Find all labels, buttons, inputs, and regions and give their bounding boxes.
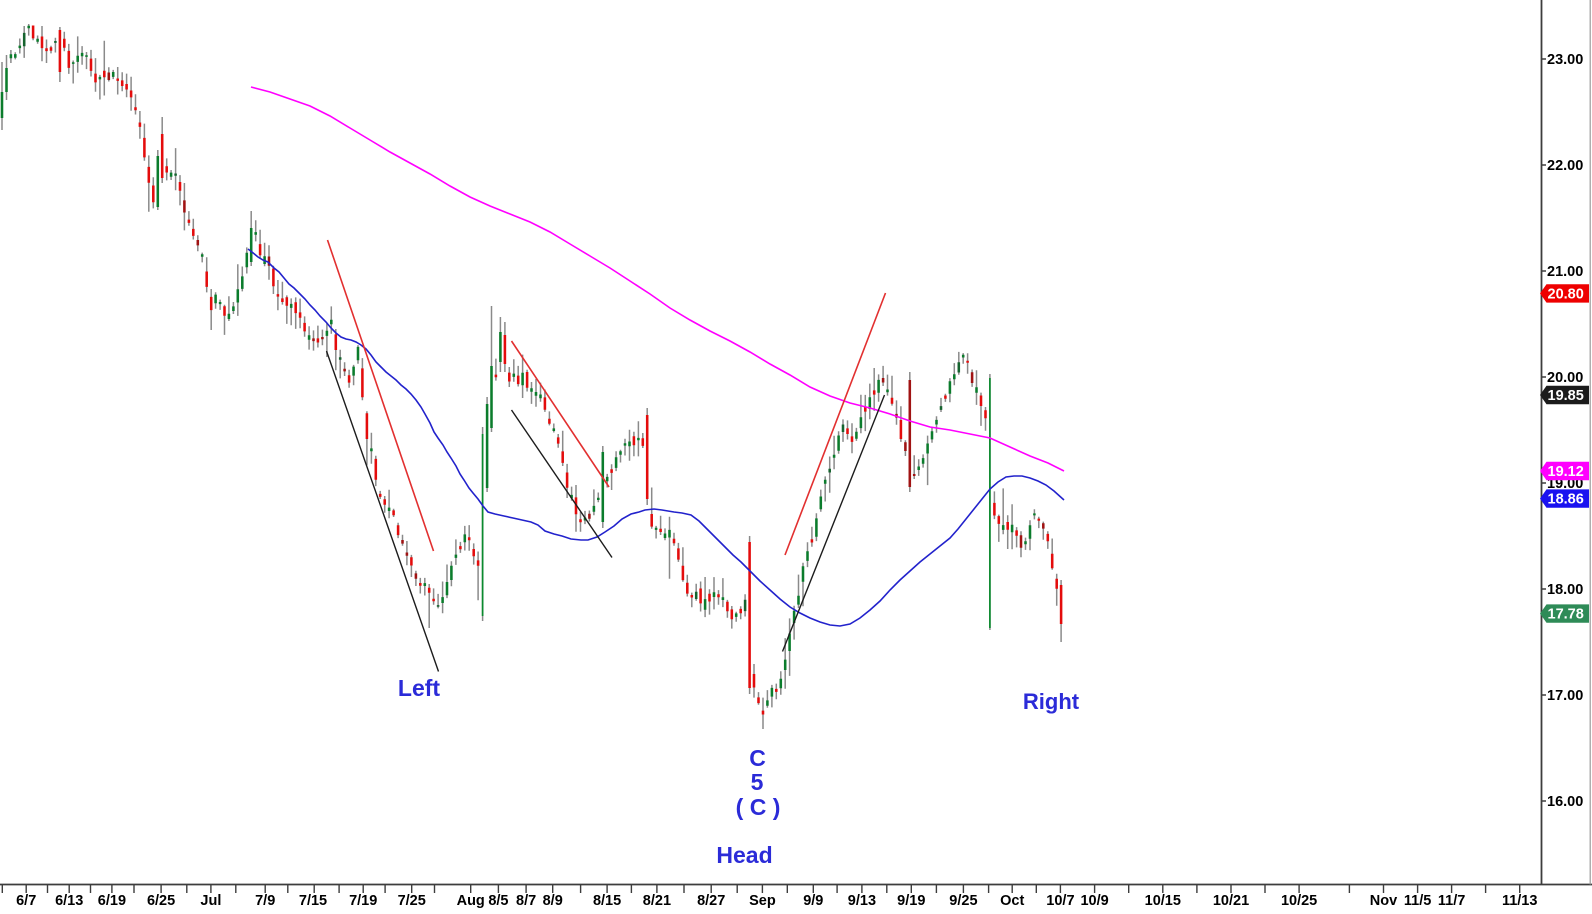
svg-text:Aug: Aug [457,893,485,909]
svg-text:10/9: 10/9 [1080,893,1108,909]
svg-text:8/5: 8/5 [488,893,508,909]
svg-text:7/25: 7/25 [398,893,426,909]
svg-text:Left: Left [398,675,441,701]
svg-text:9/19: 9/19 [897,893,925,909]
svg-text:8/9: 8/9 [543,893,563,909]
svg-text:6/19: 6/19 [98,893,126,909]
svg-text:8/15: 8/15 [593,893,621,909]
svg-text:6/13: 6/13 [55,893,83,909]
svg-text:10/15: 10/15 [1145,893,1181,909]
svg-text:10/21: 10/21 [1213,893,1249,909]
svg-text:7/9: 7/9 [255,893,275,909]
svg-text:Nov: Nov [1370,893,1397,909]
svg-text:8/27: 8/27 [697,893,725,909]
svg-text:18.86: 18.86 [1548,492,1584,508]
svg-text:20.00: 20.00 [1547,370,1583,386]
svg-text:8/7: 8/7 [516,893,536,909]
svg-text:7/15: 7/15 [299,893,327,909]
svg-text:10/25: 10/25 [1281,893,1317,909]
svg-text:5: 5 [751,769,764,795]
svg-text:11/5: 11/5 [1404,893,1431,909]
svg-text:11/13: 11/13 [1502,893,1538,909]
svg-text:Sep: Sep [749,893,776,909]
svg-text:23.00: 23.00 [1547,52,1583,68]
svg-text:8/21: 8/21 [643,893,671,909]
svg-text:6/25: 6/25 [147,893,175,909]
svg-text:16.00: 16.00 [1547,794,1583,810]
svg-text:22.00: 22.00 [1547,158,1583,174]
svg-text:10/7: 10/7 [1046,893,1074,909]
svg-text:17.00: 17.00 [1547,688,1583,704]
svg-text:9/25: 9/25 [949,893,977,909]
svg-text:17.78: 17.78 [1548,607,1584,623]
svg-text:9/9: 9/9 [803,893,823,909]
svg-text:6/7: 6/7 [16,893,36,909]
svg-text:7/19: 7/19 [349,893,377,909]
svg-text:( C ): ( C ) [736,794,781,820]
svg-text:11/7: 11/7 [1438,893,1465,909]
svg-text:20.80: 20.80 [1548,286,1584,302]
svg-text:19.12: 19.12 [1548,464,1584,480]
svg-text:9/13: 9/13 [848,893,876,909]
svg-text:Head: Head [716,842,772,868]
svg-text:Oct: Oct [1000,893,1024,909]
svg-text:Jul: Jul [200,893,221,909]
svg-text:Right: Right [1023,689,1080,714]
svg-text:19.85: 19.85 [1548,388,1584,404]
svg-text:C: C [749,745,766,771]
svg-text:18.00: 18.00 [1547,582,1583,598]
svg-text:21.00: 21.00 [1547,264,1583,280]
